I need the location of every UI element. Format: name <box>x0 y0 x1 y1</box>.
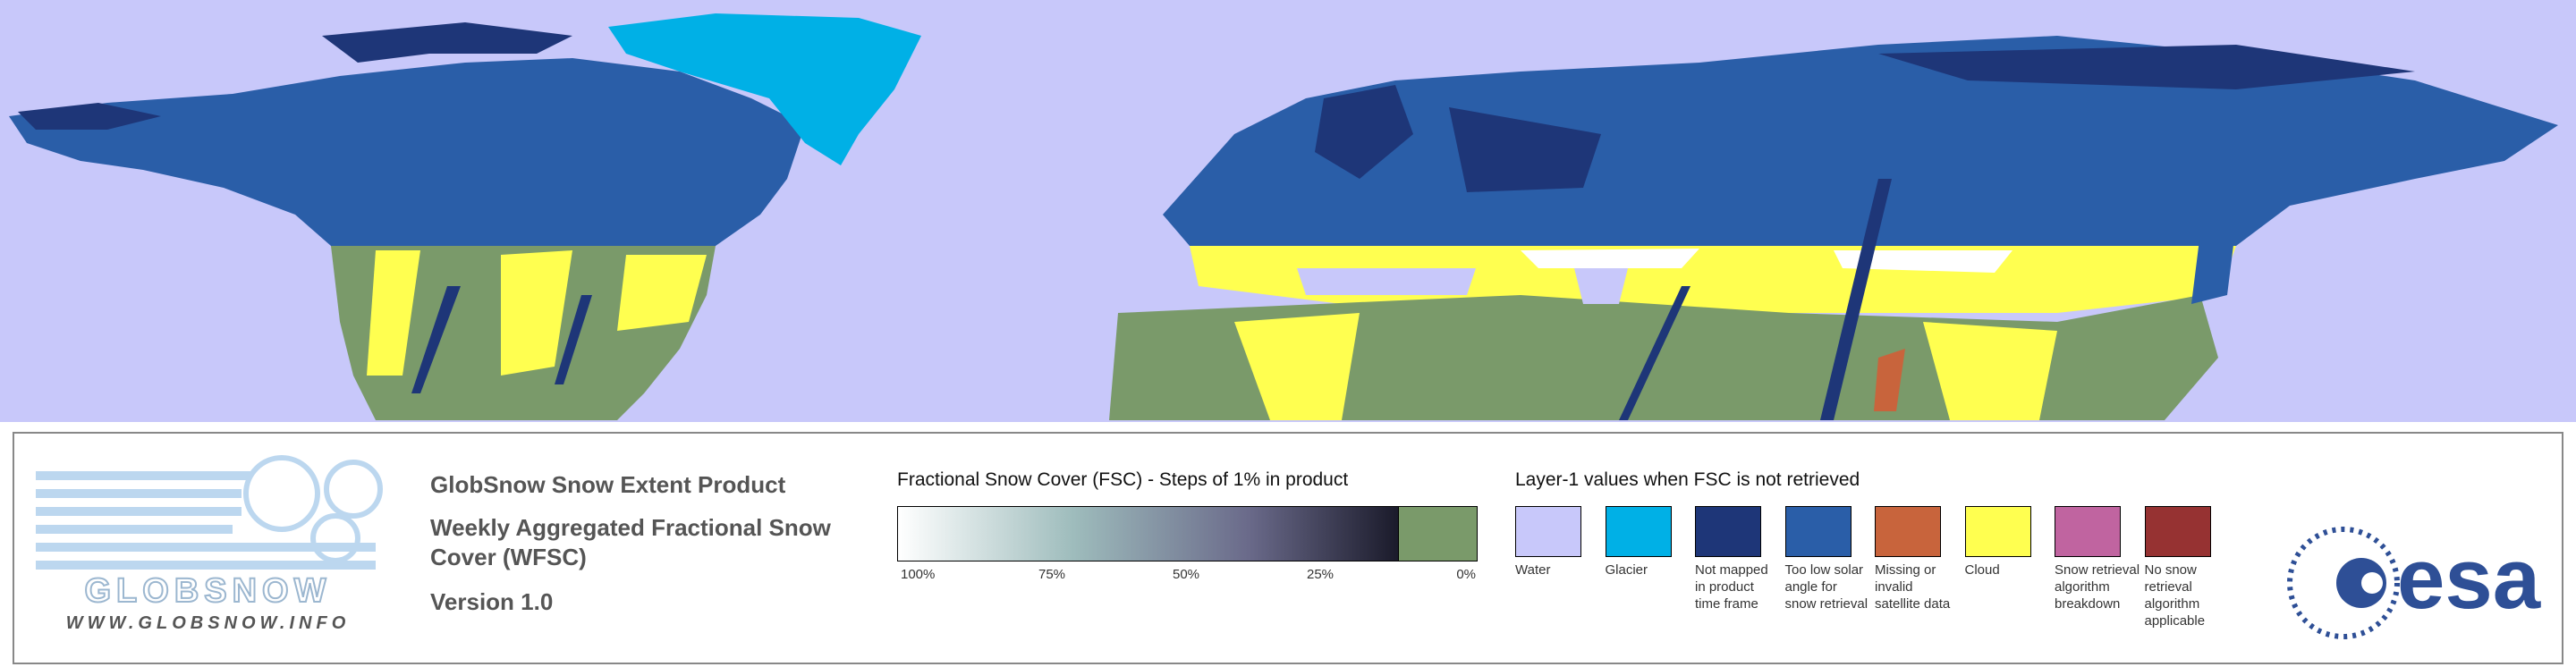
fsc-label: 50% <box>1173 567 1200 582</box>
legend-swatch <box>1784 506 1852 557</box>
legend-label: No snow retrieval algorithm applicable <box>2144 562 2206 629</box>
legend-label: Not mapped in product time frame <box>1695 562 1768 612</box>
fsc-label: 0% <box>1456 567 1476 582</box>
logo-name: GLOBSNOW <box>84 571 332 611</box>
product-title: GlobSnow Snow Extent Product <box>430 471 786 498</box>
legend-swatch <box>1515 506 1581 557</box>
fsc-label: 100% <box>901 567 936 582</box>
legend-label: Glacier <box>1605 562 1648 578</box>
legend-label: Cloud <box>1964 562 2000 578</box>
legend-label: Water <box>1515 562 1551 578</box>
legend-label: Snow retrieval algorithm breakdown <box>2055 562 2140 612</box>
layer1-title: Layer-1 values when FSC is not retrieved <box>1515 469 1860 490</box>
product-version: Version 1.0 <box>430 588 554 615</box>
legend-swatch <box>2144 506 2211 557</box>
snow-map <box>0 0 2576 422</box>
fsc-gradient <box>897 506 1400 561</box>
legend-swatch <box>2055 506 2121 557</box>
logo-url: WWW.GLOBSNOW.INFO <box>65 613 351 633</box>
legend-swatch <box>1605 506 1672 557</box>
legend-swatch <box>1964 506 2031 557</box>
legend-swatch <box>1875 506 1941 557</box>
legend-swatch <box>1695 506 1761 557</box>
fsc-zero-box <box>1398 506 1478 561</box>
agency-logo-text: esa <box>2397 531 2541 627</box>
fsc-label: 25% <box>1307 567 1335 582</box>
fsc-title: Fractional Snow Cover (FSC) - Steps of 1… <box>897 469 1349 490</box>
legend-label: Missing or invalid satellite data <box>1875 562 1951 612</box>
fsc-label: 75% <box>1038 567 1066 582</box>
product-subtitle: Weekly Aggregated Fractional Snow Cover … <box>430 514 831 570</box>
legend-label: Too low solar angle for snow retrieval <box>1784 562 1868 612</box>
